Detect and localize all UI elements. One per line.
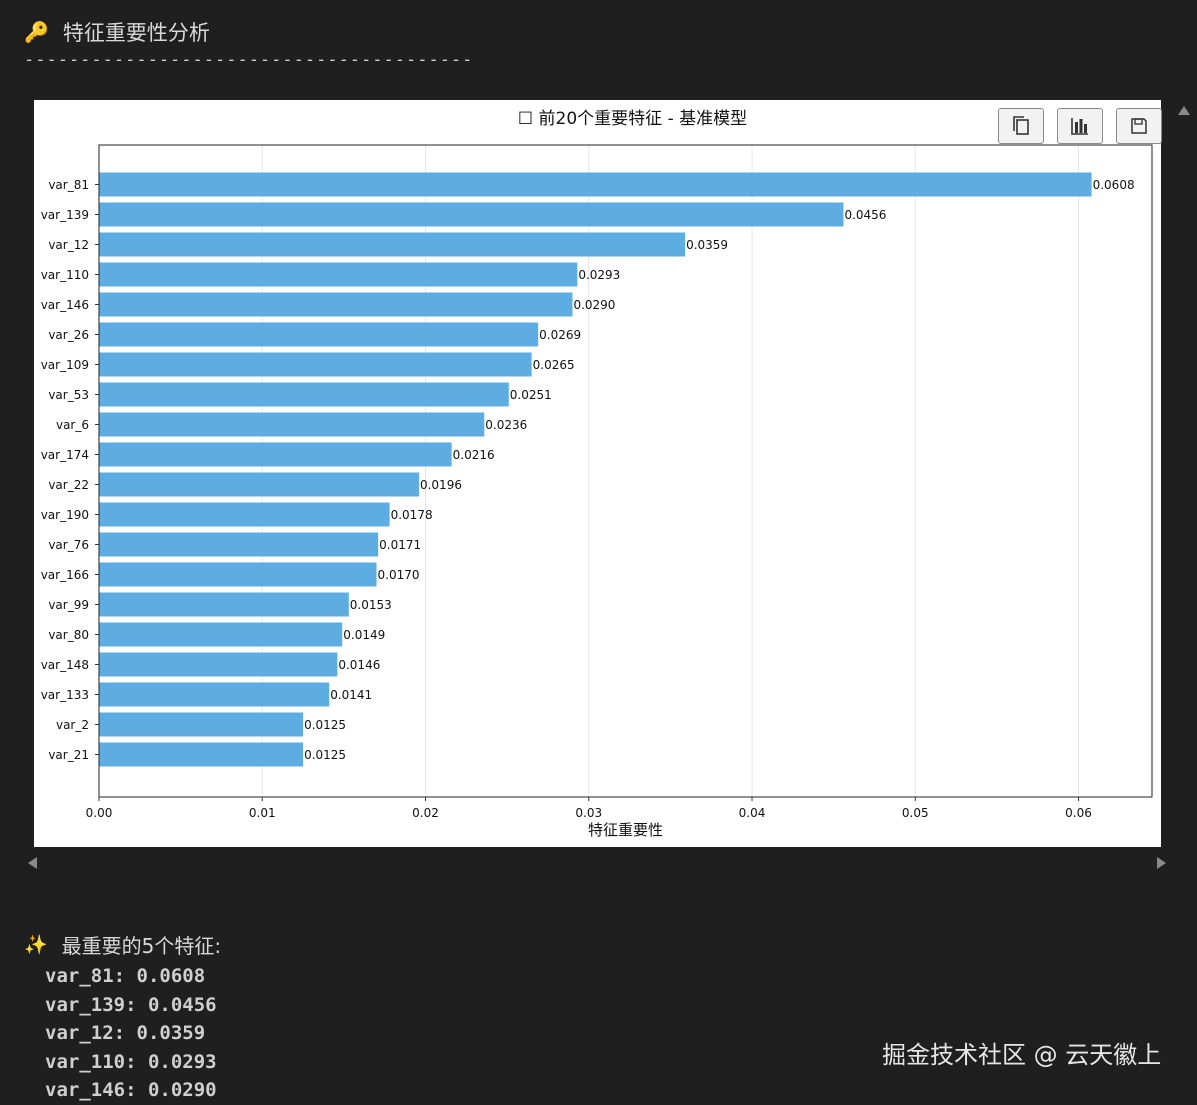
chart-button[interactable] (1057, 108, 1103, 144)
y-tick-label: var_21 (48, 748, 89, 762)
summary-item: var_12: 0.0359 (45, 1022, 206, 1044)
bar-value-label: 0.0269 (539, 328, 581, 342)
bar-value-label: 0.0125 (304, 748, 346, 762)
save-button[interactable] (1116, 108, 1162, 144)
section-divider: ---------------------------------------- (24, 50, 474, 70)
y-tick-label: var_22 (48, 478, 89, 492)
bar (99, 712, 304, 737)
bar-value-label: 0.0608 (1093, 178, 1135, 192)
section-title: 特征重要性分析 (62, 21, 210, 45)
chart-title: ☐ 前20个重要特征 - 基准模型 (518, 109, 747, 129)
bar (99, 652, 338, 677)
x-axis-label: 特征重要性 (588, 821, 663, 839)
bar (99, 502, 390, 527)
y-tick-label: var_148 (41, 658, 89, 672)
top-features-summary: ✨ 最重要的5个特征: var_81: 0.0608 var_139: 0.045… (24, 928, 221, 1105)
x-tick-label: 0.03 (575, 806, 602, 820)
summary-item: var_81: 0.0608 (45, 965, 206, 987)
x-tick-label: 0.04 (739, 806, 766, 820)
bar (99, 202, 844, 227)
bar-value-label: 0.0456 (844, 208, 886, 222)
summary-title: 最重要的5个特征: (61, 933, 222, 958)
plot-frame (98, 144, 1153, 798)
bar (99, 532, 379, 557)
summary-item: var_139: 0.0456 (45, 993, 217, 1016)
bar (99, 562, 377, 587)
y-tick-label: var_109 (41, 358, 89, 372)
bar (99, 472, 419, 497)
bar-value-label: 0.0153 (350, 598, 392, 612)
chart-toolbar (998, 108, 1162, 144)
watermark: 掘金技术社区 @ 云天徽上 (882, 1041, 1162, 1069)
key-icon: 🔑 (24, 20, 49, 44)
bar-value-label: 0.0170 (378, 568, 420, 582)
bar-value-label: 0.0149 (343, 628, 385, 642)
x-tick-label: 0.00 (86, 806, 113, 820)
y-tick-label: var_53 (48, 388, 89, 402)
scroll-up-arrow[interactable] (1178, 106, 1190, 115)
y-tick-label: var_6 (56, 418, 89, 432)
y-tick-label: var_166 (41, 568, 89, 582)
y-tick-label: var_146 (41, 298, 89, 312)
bar-value-label: 0.0216 (453, 448, 495, 462)
bar (99, 352, 532, 377)
y-tick-label: var_76 (48, 538, 89, 552)
y-tick-label: var_80 (48, 628, 89, 642)
bar-value-label: 0.0141 (330, 688, 372, 702)
bar-value-label: 0.0251 (510, 388, 552, 402)
bar (99, 682, 330, 707)
output-header: 🔑 特征重要性分析 (24, 16, 210, 48)
bar-value-label: 0.0196 (420, 478, 462, 492)
x-tick-label: 0.02 (412, 806, 439, 820)
bar (99, 172, 1092, 197)
y-tick-label: var_139 (41, 208, 89, 222)
bar-value-label: 0.0359 (686, 238, 728, 252)
y-tick-label: var_12 (48, 238, 89, 252)
summary-list: var_81: 0.0608 var_139: 0.0456 var_12: 0.0… (45, 962, 221, 1105)
y-tick-label: var_26 (48, 328, 89, 342)
bar (99, 322, 539, 347)
bar-value-label: 0.0178 (391, 508, 433, 522)
copy-button[interactable] (998, 108, 1044, 144)
copy-icon (1013, 116, 1029, 135)
scroll-right-arrow[interactable] (1157, 857, 1166, 869)
bar-value-label: 0.0290 (573, 298, 615, 312)
bar-value-label: 0.0293 (578, 268, 620, 282)
bar-chart: 0.0608 var_81 0.0456 var_139 0.0359 var_12 0.0… (41, 109, 1153, 839)
sparkles-icon: ✨ (24, 933, 48, 956)
x-tick-label: 0.05 (902, 806, 929, 820)
bar (99, 442, 452, 467)
y-tick-label: var_81 (48, 178, 89, 192)
y-tick-label: var_174 (41, 448, 89, 462)
bar-value-label: 0.0146 (338, 658, 380, 672)
bar-value-label: 0.0171 (379, 538, 421, 552)
bar-value-label: 0.0265 (533, 358, 575, 372)
y-tick-label: var_190 (41, 508, 89, 522)
bar-value-label: 0.0125 (304, 718, 346, 732)
y-tick-label: var_110 (41, 268, 89, 282)
x-tick-label: 0.06 (1065, 806, 1092, 820)
y-tick-label: var_133 (41, 688, 89, 702)
bar (99, 262, 578, 287)
x-tick-label: 0.01 (249, 806, 276, 820)
scroll-left-arrow[interactable] (28, 857, 37, 869)
bar (99, 232, 686, 257)
bar (99, 382, 509, 407)
bar (99, 622, 343, 647)
bar-chart-icon (1071, 118, 1088, 135)
summary-item: var_110: 0.0293 (45, 1050, 217, 1073)
chart-figure: 0.0608 var_81 0.0456 var_139 0.0359 var_12 0.0… (34, 100, 1161, 847)
bar (99, 592, 349, 617)
bar (99, 742, 304, 767)
bar (99, 292, 573, 317)
save-icon (1131, 118, 1147, 134)
bar (99, 412, 485, 437)
summary-item: var_146: 0.0290 (45, 1079, 217, 1101)
bar-value-label: 0.0236 (485, 418, 527, 432)
y-tick-label: var_2 (56, 718, 89, 732)
y-tick-label: var_99 (48, 598, 89, 612)
